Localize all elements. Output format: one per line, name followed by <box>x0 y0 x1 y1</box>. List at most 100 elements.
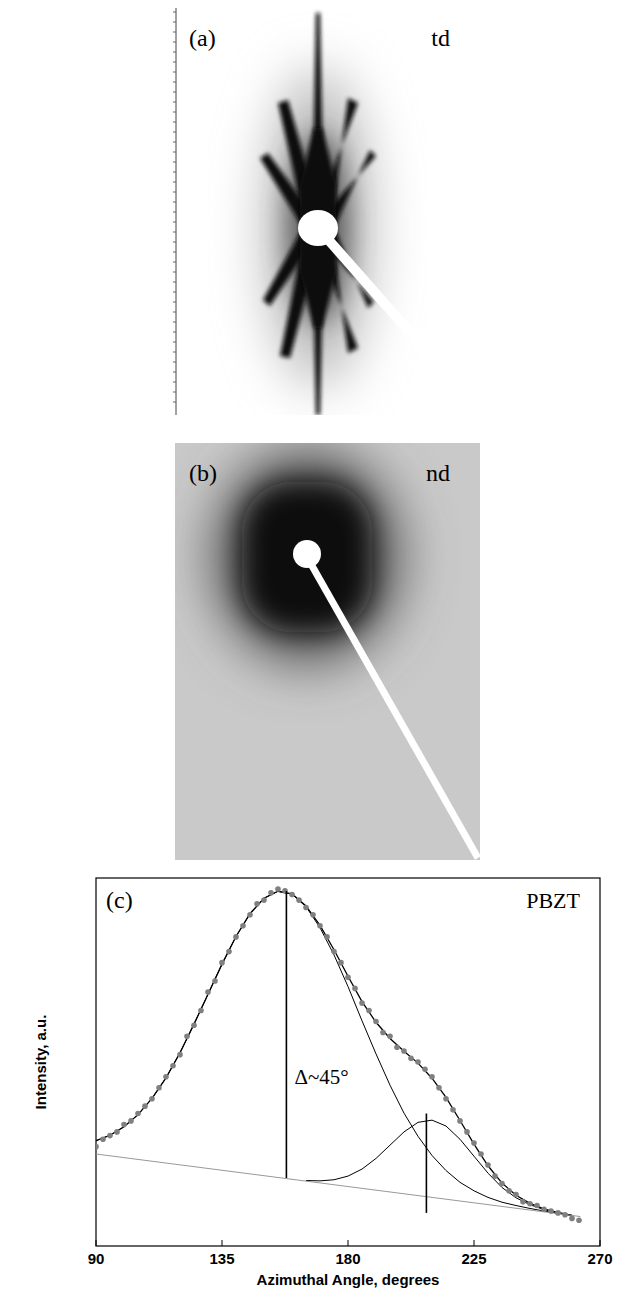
x-tick-label: 225 <box>461 1250 486 1267</box>
image-ground <box>175 443 480 860</box>
beamstop <box>298 210 338 246</box>
ruler-tick <box>173 132 176 133</box>
data-point <box>121 1122 127 1128</box>
annotation: PBZT <box>526 888 580 913</box>
data-point <box>156 1085 162 1091</box>
diffraction-image: (a)td <box>173 8 480 415</box>
x-tick-label: 180 <box>335 1250 360 1267</box>
data-point <box>268 890 274 896</box>
data-point <box>352 986 358 992</box>
ruler-tick <box>173 122 176 123</box>
ruler-tick <box>173 32 176 33</box>
ruler-tick <box>173 162 176 163</box>
data-point <box>177 1052 183 1058</box>
data-point <box>296 897 302 903</box>
x-axis-title: Azimuthal Angle, degrees <box>257 1271 440 1288</box>
data-point <box>345 975 351 981</box>
curve <box>96 1154 580 1217</box>
data-point <box>331 949 337 955</box>
peak-line <box>426 1114 428 1213</box>
ruler-tick <box>173 182 176 183</box>
data-point <box>233 934 239 940</box>
beamstop-arm <box>318 228 474 405</box>
data-point <box>576 1217 582 1223</box>
ruler-tick <box>173 72 176 73</box>
data-point <box>408 1056 414 1062</box>
data-point <box>506 1188 512 1194</box>
ruler-tick <box>173 142 176 143</box>
beamstop-arm <box>307 557 478 858</box>
ruler-tick <box>173 382 176 383</box>
data-point <box>555 1210 561 1216</box>
chart: 90135180225270Azimuthal Angle, degreesIn… <box>32 878 613 1288</box>
data-point <box>534 1203 540 1209</box>
ruler-tick <box>173 342 176 343</box>
data-point <box>163 1074 169 1080</box>
data-point <box>289 892 295 898</box>
data-point <box>261 897 267 903</box>
data-point <box>394 1044 400 1050</box>
panel-letter: (c) <box>106 887 133 913</box>
ruler-tick <box>173 402 176 403</box>
data-point <box>471 1140 477 1146</box>
data-point <box>275 886 281 892</box>
data-point <box>492 1173 498 1179</box>
peak-line <box>286 891 288 1178</box>
data-point <box>450 1107 456 1113</box>
curve <box>306 1120 572 1215</box>
data-point <box>184 1033 190 1039</box>
ruler-tick <box>173 312 176 313</box>
x-tick-label: 90 <box>88 1250 105 1267</box>
data-point <box>338 960 344 966</box>
plot-area <box>96 886 582 1223</box>
x-tick <box>348 1240 349 1246</box>
image-content <box>175 8 480 415</box>
panel-label: td <box>431 25 450 51</box>
ruler-tick <box>173 192 176 193</box>
ruler-tick <box>173 302 176 303</box>
data-point <box>387 1033 393 1039</box>
beamstop <box>293 540 321 568</box>
data-point <box>212 978 218 984</box>
plot-frame <box>96 878 600 1246</box>
data-point <box>366 1008 372 1014</box>
y-axis-title: Intensity, a.u. <box>32 1015 49 1110</box>
data-point <box>562 1212 568 1218</box>
ruler-tick <box>173 52 176 53</box>
data-point <box>100 1136 106 1142</box>
data-point <box>436 1085 442 1091</box>
x-tick <box>222 1240 223 1246</box>
data-point <box>324 934 330 940</box>
image-content <box>175 443 480 860</box>
data-point <box>429 1074 435 1080</box>
image-ground <box>175 8 480 415</box>
data-point <box>114 1129 120 1135</box>
ruler-tick <box>173 172 176 173</box>
data-point <box>135 1111 141 1117</box>
ruler-tick <box>173 282 176 283</box>
data-point <box>317 923 323 929</box>
data-point <box>415 1059 421 1065</box>
data-point <box>464 1129 470 1135</box>
ruler-tick <box>173 262 176 263</box>
x-tick <box>600 1240 601 1246</box>
ruler-tick <box>173 202 176 203</box>
panel-label: nd <box>426 460 450 486</box>
ruler-tick <box>173 82 176 83</box>
ruler-tick <box>173 12 176 13</box>
data-point <box>303 905 309 911</box>
data-point <box>499 1181 505 1187</box>
data-point <box>191 1022 197 1028</box>
data-point <box>359 1000 365 1006</box>
data-point <box>401 1048 407 1054</box>
data-point <box>485 1162 491 1168</box>
ruler-tick <box>173 212 176 213</box>
data-point <box>226 949 232 955</box>
ruler-tick <box>173 102 176 103</box>
data-point <box>254 901 260 907</box>
ruler-tick <box>173 62 176 63</box>
data-point <box>457 1118 463 1124</box>
x-tick-label: 135 <box>209 1250 234 1267</box>
curve <box>96 891 572 1215</box>
ruler-tick <box>173 322 176 323</box>
